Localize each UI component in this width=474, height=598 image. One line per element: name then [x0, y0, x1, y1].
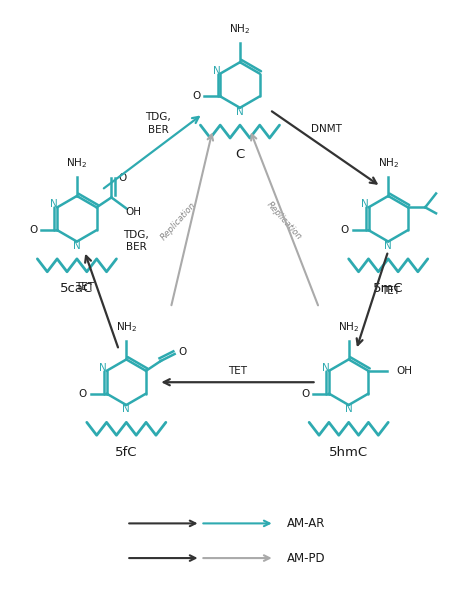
Text: OH: OH	[126, 208, 142, 217]
Text: N: N	[384, 240, 392, 251]
Text: O: O	[192, 91, 201, 102]
Text: AM-PD: AM-PD	[287, 551, 326, 565]
Text: Replication: Replication	[265, 200, 304, 242]
Text: C: C	[235, 148, 245, 161]
Text: Replication: Replication	[159, 200, 198, 242]
Text: N: N	[73, 240, 81, 251]
Text: TET: TET	[381, 286, 400, 295]
Text: 5fC: 5fC	[115, 446, 137, 459]
Text: N: N	[213, 66, 221, 75]
Text: O: O	[29, 225, 37, 235]
Text: N: N	[50, 199, 58, 209]
Text: O: O	[341, 225, 349, 235]
Text: AM-AR: AM-AR	[287, 517, 325, 530]
Text: TET: TET	[228, 367, 247, 376]
Text: OH: OH	[396, 366, 412, 376]
Text: N: N	[345, 404, 353, 414]
Text: DNMT: DNMT	[311, 124, 342, 133]
Text: 5caC: 5caC	[60, 282, 93, 295]
Text: N: N	[322, 363, 329, 373]
Text: NH$_2$: NH$_2$	[229, 23, 251, 36]
Text: O: O	[301, 389, 310, 399]
Text: N: N	[236, 107, 244, 117]
Text: TDG,
BER: TDG, BER	[146, 112, 171, 135]
Text: 5hmC: 5hmC	[329, 446, 368, 459]
Text: TET: TET	[75, 282, 94, 292]
Text: 5mC: 5mC	[373, 282, 403, 295]
Text: NH$_2$: NH$_2$	[116, 320, 137, 334]
Text: TDG,
BER: TDG, BER	[123, 230, 149, 252]
Text: N: N	[361, 199, 369, 209]
Text: NH$_2$: NH$_2$	[66, 157, 88, 170]
Text: NH$_2$: NH$_2$	[338, 320, 359, 334]
Text: N: N	[99, 363, 107, 373]
Text: O: O	[178, 347, 187, 357]
Text: O: O	[118, 173, 127, 182]
Text: N: N	[122, 404, 130, 414]
Text: O: O	[79, 389, 87, 399]
Text: NH$_2$: NH$_2$	[378, 157, 399, 170]
